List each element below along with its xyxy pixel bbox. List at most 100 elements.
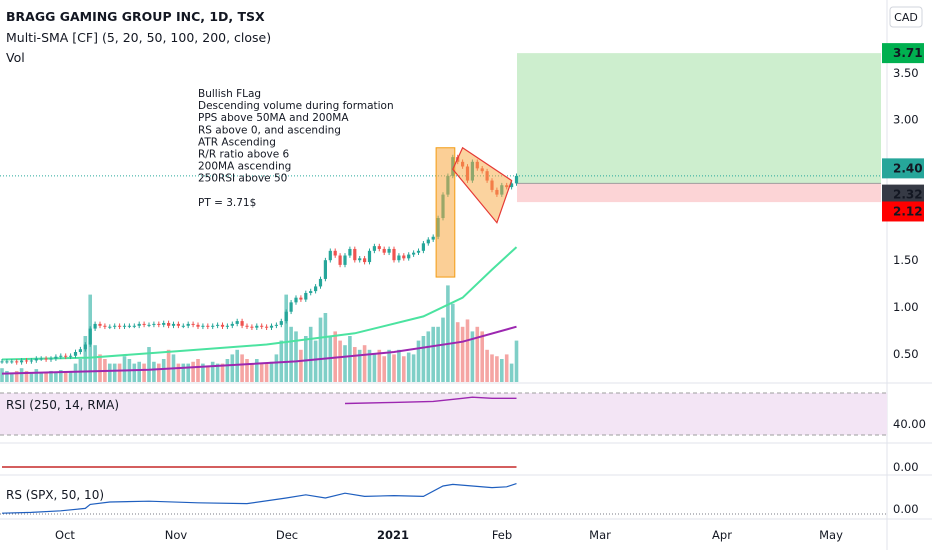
volume-bar[interactable] — [117, 363, 122, 382]
volume-bar[interactable] — [509, 363, 514, 382]
volume-bar[interactable] — [372, 354, 377, 382]
volume-bar[interactable] — [201, 363, 205, 382]
volume-bar[interactable] — [289, 326, 293, 382]
candle[interactable] — [392, 246, 396, 263]
candle[interactable] — [44, 356, 48, 362]
volume-bar[interactable] — [181, 363, 186, 382]
volume-bar[interactable] — [157, 363, 161, 382]
candle[interactable] — [284, 309, 288, 324]
candle[interactable] — [54, 354, 58, 361]
volume-bar[interactable] — [284, 294, 288, 382]
volume-bar[interactable] — [255, 359, 259, 382]
volume-bar[interactable] — [323, 313, 328, 382]
volume-bar[interactable] — [495, 356, 499, 382]
volume-bar[interactable] — [406, 352, 411, 382]
volume-bar[interactable] — [264, 363, 269, 382]
candle[interactable] — [426, 237, 430, 246]
candle[interactable] — [343, 253, 347, 268]
volume-bar[interactable] — [431, 326, 435, 382]
candle[interactable] — [196, 322, 200, 330]
candle[interactable] — [299, 295, 303, 302]
candle[interactable] — [83, 342, 87, 352]
candle[interactable] — [69, 353, 73, 360]
volume-bar[interactable] — [83, 336, 88, 382]
volume-bar[interactable] — [59, 370, 63, 382]
candle[interactable] — [98, 321, 102, 329]
volume-bar[interactable] — [93, 345, 97, 382]
candle[interactable] — [78, 346, 82, 355]
volume-bar[interactable] — [245, 359, 249, 382]
candle[interactable] — [20, 358, 24, 365]
volume-bar[interactable] — [357, 349, 362, 382]
volume-bar[interactable] — [44, 372, 48, 382]
rsi-pane[interactable]: RSI (250, 14, RMA) 40.00 — [0, 392, 926, 436]
volume-bar[interactable] — [147, 347, 151, 382]
volume-bar[interactable] — [397, 349, 401, 382]
volume-bar[interactable] — [402, 356, 406, 382]
candle[interactable] — [245, 323, 249, 330]
candle[interactable] — [64, 353, 68, 360]
volume-bar[interactable] — [176, 363, 181, 382]
candle[interactable] — [431, 234, 435, 242]
volume-bar[interactable] — [299, 349, 303, 382]
candle[interactable] — [127, 323, 131, 329]
volume-bar[interactable] — [206, 365, 210, 382]
candle[interactable] — [250, 324, 254, 330]
candle[interactable] — [191, 321, 195, 328]
candle[interactable] — [186, 321, 190, 329]
candle[interactable] — [34, 356, 38, 363]
candle[interactable] — [211, 323, 215, 330]
candle[interactable] — [167, 320, 171, 329]
candle[interactable] — [230, 321, 234, 329]
candle[interactable] — [176, 321, 180, 329]
volume-bar[interactable] — [230, 354, 235, 382]
candle[interactable] — [289, 300, 293, 315]
volume-bar[interactable] — [377, 349, 382, 382]
candle[interactable] — [348, 246, 352, 258]
profit-zone[interactable] — [517, 53, 881, 184]
candle[interactable] — [113, 323, 117, 330]
volume-bar[interactable] — [382, 356, 386, 382]
volume-bar[interactable] — [411, 354, 416, 382]
candle[interactable] — [407, 252, 411, 261]
volume-bar[interactable] — [313, 340, 318, 382]
volume-bar[interactable] — [225, 359, 230, 382]
volume-bar[interactable] — [455, 322, 460, 382]
volume-bar[interactable] — [166, 349, 171, 382]
candle[interactable] — [318, 276, 323, 289]
volume-bar[interactable] — [186, 363, 190, 382]
candle[interactable] — [201, 323, 205, 330]
candle[interactable] — [260, 323, 264, 330]
volume-bar[interactable] — [10, 372, 14, 382]
volume-bar[interactable] — [68, 370, 73, 382]
candle[interactable] — [412, 250, 416, 257]
volume-bar[interactable] — [73, 363, 78, 382]
volume-bar[interactable] — [24, 370, 29, 382]
volume-bar[interactable] — [220, 363, 225, 382]
candle[interactable] — [137, 321, 141, 329]
volume-bar[interactable] — [112, 363, 117, 382]
volume-bar[interactable] — [480, 331, 484, 382]
volume-bar[interactable] — [274, 354, 279, 382]
candle[interactable] — [29, 358, 33, 364]
volume-bar[interactable] — [362, 345, 367, 382]
candle[interactable] — [265, 324, 269, 330]
candle[interactable] — [132, 323, 136, 329]
volume-bar[interactable] — [19, 368, 24, 382]
volume-bar[interactable] — [34, 369, 39, 382]
candle[interactable] — [147, 322, 151, 328]
candle[interactable] — [358, 255, 362, 263]
volume-bar[interactable] — [514, 340, 519, 382]
volume-bar[interactable] — [426, 331, 431, 382]
candle[interactable] — [122, 323, 127, 330]
volume-bar[interactable] — [387, 349, 391, 382]
candle[interactable] — [314, 284, 318, 294]
rs-pane[interactable]: RS (SPX, 50, 10) 0.00 — [0, 483, 919, 516]
volume-bar[interactable] — [259, 363, 264, 382]
volume-bar[interactable] — [14, 370, 19, 382]
volume-bar[interactable] — [367, 349, 372, 382]
candle[interactable] — [5, 359, 9, 364]
sma-indicator-legend[interactable]: Multi-SMA [CF] (5, 20, 50, 100, 200, clo… — [6, 30, 271, 45]
candle[interactable] — [171, 321, 176, 329]
volume-bar[interactable] — [240, 354, 244, 382]
